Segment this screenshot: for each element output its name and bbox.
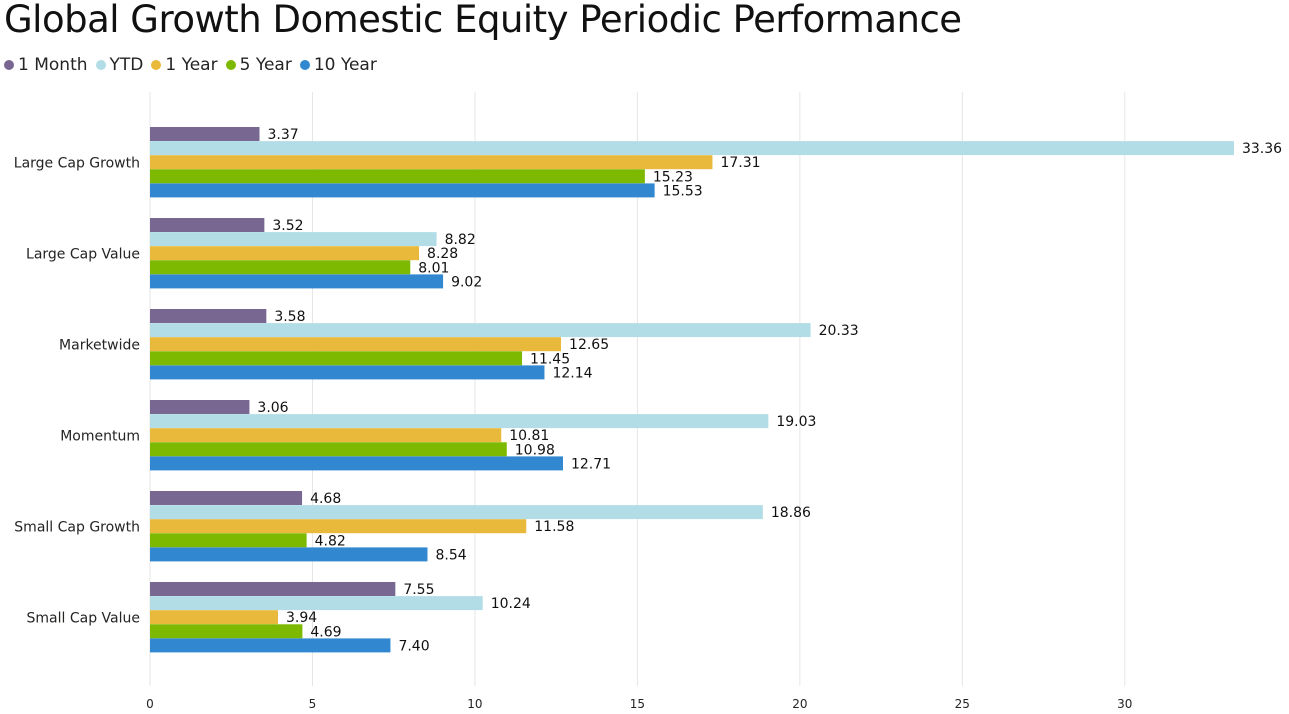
legend-label-5-year: 5 Year — [239, 55, 292, 75]
category-label: Large Cap Growth — [14, 155, 140, 171]
legend-item-1-year[interactable]: 1 Year — [151, 55, 218, 75]
legend-item-5-year[interactable]: 5 Year — [225, 55, 292, 75]
data-label: 12.14 — [552, 365, 592, 381]
x-tick-label: 0 — [146, 697, 154, 711]
bar — [150, 428, 502, 443]
bar — [150, 351, 523, 366]
bar — [150, 442, 507, 457]
data-label: 33.36 — [1242, 141, 1282, 157]
data-label: 8.82 — [445, 232, 476, 248]
bar — [150, 638, 391, 653]
bar — [150, 456, 563, 471]
bar — [150, 183, 655, 198]
category-label: Marketwide — [59, 337, 140, 353]
data-label: 4.69 — [310, 624, 341, 640]
legend-label-10-year: 10 Year — [313, 55, 377, 75]
data-label: 7.40 — [398, 638, 429, 654]
bar — [150, 337, 562, 352]
bar — [150, 141, 1234, 156]
data-label: 11.45 — [530, 351, 570, 367]
bar — [150, 533, 307, 548]
bar — [150, 582, 396, 596]
bar — [150, 155, 713, 170]
x-tick-label: 25 — [955, 697, 970, 711]
legend-dot-5-year — [225, 60, 236, 70]
category-label: Momentum — [60, 428, 140, 444]
x-tick-label: 15 — [630, 697, 645, 711]
data-label: 4.68 — [310, 491, 341, 507]
bar — [150, 309, 267, 323]
chart-legend: 1 Month YTD 1 Year 5 Year 10 Year — [4, 55, 385, 75]
bar — [150, 323, 811, 338]
bar — [150, 232, 437, 247]
x-tick-label: 20 — [792, 697, 807, 711]
legend-dot-ytd — [95, 60, 106, 70]
bar — [150, 260, 411, 275]
x-tick-label: 5 — [309, 697, 317, 711]
bar — [150, 610, 279, 625]
legend-item-10-year[interactable]: 10 Year — [299, 55, 377, 75]
legend-dot-1-year — [151, 60, 162, 70]
bar — [150, 491, 303, 505]
data-label: 10.81 — [509, 428, 549, 444]
legend-item-ytd[interactable]: YTD — [95, 55, 144, 75]
chart-title: Global Growth Domestic Equity Periodic P… — [4, 0, 962, 41]
category-label: Small Cap Value — [27, 610, 140, 626]
data-label: 8.28 — [427, 246, 458, 262]
legend-item-1-month[interactable]: 1 Month — [4, 55, 88, 75]
data-label: 10.98 — [515, 442, 555, 458]
data-label: 17.31 — [720, 155, 760, 171]
data-label: 9.02 — [451, 274, 482, 290]
data-label: 3.58 — [274, 309, 305, 325]
data-label: 3.94 — [286, 610, 317, 626]
data-label: 8.01 — [418, 260, 449, 276]
bar — [150, 169, 645, 184]
category-label: Small Cap Growth — [14, 519, 140, 535]
bar — [150, 127, 260, 141]
data-label: 19.03 — [776, 414, 816, 430]
bar — [150, 596, 483, 611]
data-label: 3.52 — [272, 218, 303, 234]
data-label: 7.55 — [403, 582, 434, 598]
bar — [150, 547, 428, 562]
bar — [150, 218, 265, 232]
legend-dot-10-year — [299, 60, 310, 70]
x-tick-label: 10 — [467, 697, 482, 711]
data-label: 15.53 — [663, 183, 703, 199]
data-label: 15.23 — [653, 169, 693, 185]
legend-label-1-year: 1 Year — [165, 55, 218, 75]
data-label: 12.65 — [569, 337, 609, 353]
data-label: 3.06 — [257, 400, 288, 416]
bar — [150, 246, 420, 261]
bar — [150, 274, 444, 289]
data-label: 11.58 — [534, 519, 574, 535]
legend-label-ytd: YTD — [109, 55, 144, 75]
data-label: 3.37 — [268, 127, 299, 143]
bar — [150, 624, 303, 639]
data-label: 4.82 — [315, 533, 346, 549]
data-label: 12.71 — [571, 456, 611, 472]
data-label: 20.33 — [819, 323, 859, 339]
bar — [150, 400, 250, 414]
data-label: 8.54 — [435, 547, 466, 563]
bar — [150, 505, 763, 520]
legend-label-1-month: 1 Month — [18, 55, 88, 75]
bar — [150, 519, 527, 534]
x-tick-label: 30 — [1117, 697, 1132, 711]
bar — [150, 414, 769, 429]
data-label: 18.86 — [771, 505, 811, 521]
legend-dot-1-month — [4, 60, 14, 70]
category-label: Large Cap Value — [26, 246, 140, 262]
bar — [150, 365, 545, 380]
data-label: 10.24 — [491, 596, 531, 612]
